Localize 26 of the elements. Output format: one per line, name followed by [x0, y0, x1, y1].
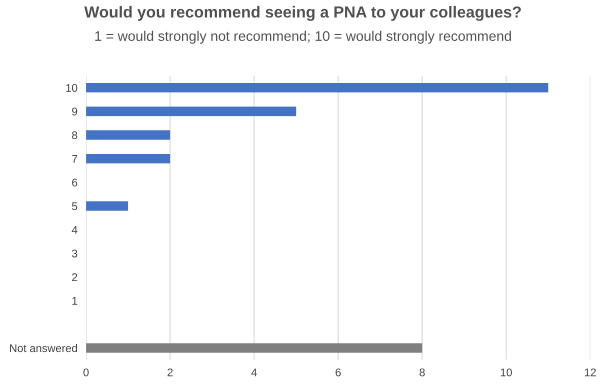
bar [86, 201, 128, 211]
x-tick-label: 12 [584, 368, 596, 376]
bar [86, 82, 548, 92]
y-tick-label: 3 [72, 250, 78, 258]
chart-subtitle: 1 = would strongly not recommend; 10 = would strongly recommend [95, 30, 511, 44]
bar [86, 106, 296, 116]
y-tick-label: 6 [72, 178, 78, 186]
y-tick-label: 10 [66, 84, 78, 92]
y-tick-label: 4 [72, 226, 78, 234]
y-tick-label: 5 [72, 202, 78, 210]
y-tick-label: 1 [72, 297, 78, 305]
x-tick-label: 6 [336, 368, 341, 376]
bar [86, 154, 170, 164]
y-tick-label: 2 [72, 273, 78, 282]
bar [86, 343, 422, 353]
x-tick-label: 2 [168, 368, 173, 376]
x-tick-label: 8 [420, 368, 425, 376]
y-tick-label: Not answered [10, 344, 78, 352]
y-tick-label: 7 [72, 155, 78, 163]
x-tick-label: 10 [500, 368, 512, 376]
bar [86, 130, 170, 140]
chart-title: Would you recommend seeing a PNA to your colleagues? [84, 6, 521, 21]
x-tick-label: 0 [83, 368, 89, 376]
y-tick-label: 9 [72, 108, 78, 116]
y-tick-label: 8 [72, 131, 78, 140]
x-tick-label: 4 [251, 368, 257, 376]
